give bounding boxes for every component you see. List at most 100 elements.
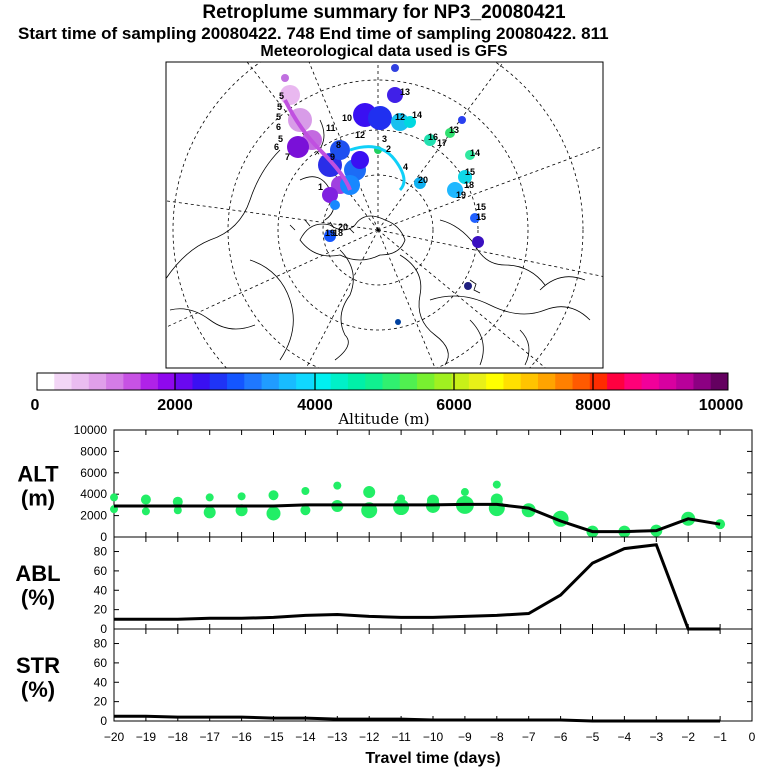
- colorbar-swatch: [209, 373, 228, 390]
- altitude-point: [301, 486, 310, 495]
- colorbar-swatch: [192, 373, 211, 390]
- trajectory-day-label: 1: [318, 182, 323, 192]
- trajectory-marker: [458, 116, 466, 124]
- x-tick-label: −4: [618, 730, 632, 744]
- sampling-times: Start time of sampling 20080422. 748 End…: [18, 24, 609, 43]
- altitude-point: [266, 506, 281, 521]
- panel-frame: [113, 628, 753, 722]
- trajectory-marker: [465, 150, 475, 160]
- trajectory-day-label: 12: [355, 130, 365, 140]
- colorbar-swatch: [503, 373, 522, 390]
- y-tick-label: 0: [100, 530, 107, 544]
- trajectory-marker: [351, 151, 369, 169]
- chart-title: Retroplume summary for NP3_20080421: [202, 2, 566, 23]
- trajectory-day-label: 4: [403, 162, 408, 172]
- trajectory-marker: [391, 64, 399, 72]
- y-tick-label: 80: [94, 637, 108, 651]
- panel-unit: (%): [21, 677, 55, 702]
- trajectory-marker: [322, 187, 338, 203]
- trajectory-marker: [404, 116, 416, 128]
- altitude-colorbar: 0 2000 4000 6000 8000 10000: [31, 372, 744, 414]
- colorbar-swatch: [486, 373, 504, 390]
- trajectory-marker: [464, 282, 472, 290]
- trajectory-marker: [458, 170, 472, 184]
- colorbar-swatch: [365, 373, 383, 390]
- colorbar-tick-label: 10000: [699, 397, 744, 414]
- trajectory-marker: [330, 140, 350, 160]
- colorbar-swatch: [537, 373, 556, 390]
- y-tick-label: 0: [100, 622, 107, 636]
- trajectory-marker: [391, 113, 409, 131]
- x-tick-label: −17: [200, 730, 221, 744]
- x-tick-label: −8: [490, 730, 504, 744]
- x-tick-label: −5: [586, 730, 600, 744]
- x-tick-label: −19: [136, 730, 157, 744]
- colorbar-swatch: [296, 373, 314, 390]
- panel-frame: [113, 536, 753, 630]
- colorbar-swatch: [589, 373, 608, 390]
- trajectory-day-label: 15: [476, 212, 486, 222]
- panel-label: STR: [16, 653, 60, 678]
- altitude-point: [492, 480, 501, 489]
- y-tick-label: 20: [94, 603, 108, 617]
- trajectory-day-label: 18: [464, 180, 474, 190]
- trajectory-marker: [424, 134, 436, 146]
- time-series-panels: 0200040006000800010000ALT(m)020406080ABL…: [15, 423, 755, 767]
- colorbar-swatch: [451, 373, 470, 390]
- colorbar-tick-label: 8000: [575, 397, 611, 414]
- colorbar-swatch: [607, 373, 625, 390]
- x-tick-label: 0: [749, 730, 756, 744]
- trajectory-day-label: 2: [386, 144, 391, 154]
- colorbar-swatch: [417, 373, 435, 390]
- trajectory-day-label: 5: [278, 134, 283, 144]
- altitude-point: [393, 499, 410, 516]
- y-tick-label: 60: [94, 656, 108, 670]
- colorbar-swatch: [693, 373, 712, 390]
- colorbar-swatch: [227, 373, 245, 390]
- y-tick-label: 20: [94, 695, 108, 709]
- altitude-point: [205, 493, 214, 502]
- altitude-point: [460, 488, 469, 497]
- trajectory-marker: [287, 136, 309, 158]
- colorbar-swatch: [330, 373, 349, 390]
- trajectory-day-label: 14: [470, 148, 480, 158]
- colorbar-swatch: [624, 373, 643, 390]
- x-tick-label: −13: [327, 730, 348, 744]
- trajectory-marker: [472, 236, 484, 248]
- trajectory-day-label: 5: [277, 102, 282, 112]
- altitude-point: [237, 492, 246, 501]
- trajectory-day-label: 8: [336, 140, 341, 150]
- x-tick-label: −3: [649, 730, 663, 744]
- trajectory-day-label: 11: [326, 123, 336, 133]
- colorbar-label: Altitude (m): [337, 410, 429, 428]
- panel-label: ALT: [17, 462, 59, 487]
- colorbar-swatch: [399, 373, 418, 390]
- panel-alt: 0 2000 4000 6000 8000 10000 ALT(m): [17, 423, 753, 544]
- x-axis-title: Travel time (days): [365, 750, 500, 767]
- colorbar-swatch: [313, 373, 332, 390]
- colorbar-swatch: [382, 373, 401, 390]
- trajectory-marker: [368, 106, 392, 130]
- colorbar-swatch: [244, 373, 263, 390]
- x-tick-label: −10: [423, 730, 444, 744]
- altitude-point: [268, 490, 279, 501]
- colorbar-swatch: [434, 373, 453, 390]
- altitude-point: [172, 496, 183, 507]
- series-line: [114, 714, 721, 723]
- colorbar-tick-label: 6000: [436, 397, 472, 414]
- trajectory-day-label: 7: [285, 152, 290, 162]
- trajectory-path: [349, 145, 406, 192]
- altitude-point: [173, 506, 182, 515]
- trajectory-day-label: 20: [338, 222, 348, 232]
- trajectory-day-label: 13: [449, 125, 459, 135]
- trajectory-day-label: 5: [279, 91, 284, 101]
- y-tick-label: 8000: [80, 444, 107, 458]
- y-tick-label: 80: [94, 545, 108, 559]
- trajectory-day-label: 9: [330, 152, 335, 162]
- colorbar-swatch: [347, 373, 366, 390]
- x-tick-label: −7: [522, 730, 536, 744]
- colorbar-tick-label: 2000: [157, 397, 193, 414]
- colorbar-swatch: [123, 373, 142, 390]
- altitude-point: [141, 507, 150, 516]
- colorbar-swatch: [520, 373, 539, 390]
